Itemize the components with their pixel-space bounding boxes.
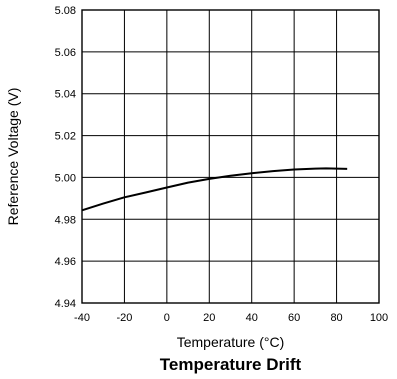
chart-title: Temperature Drift xyxy=(160,355,302,374)
y-tick-label-3: 5.00 xyxy=(55,172,76,184)
x-tick-label-5: 60 xyxy=(288,312,300,324)
x-tick-label-4: 40 xyxy=(246,312,258,324)
x-tick-label-6: 80 xyxy=(330,312,342,324)
y-tick-label-2: 4.98 xyxy=(55,214,76,226)
grid xyxy=(81,9,380,304)
plot-frame xyxy=(81,9,380,304)
x-tick-label-0: -40 xyxy=(74,312,90,324)
y-tick-label-0: 4.94 xyxy=(55,298,76,310)
x-tick-label-3: 20 xyxy=(203,312,215,324)
x-tick-label-7: 100 xyxy=(370,312,388,324)
x-axis-label: Temperature (°C) xyxy=(177,334,285,350)
y-tick-label-1: 4.96 xyxy=(55,256,76,268)
y-axis-label: Reference Voltage (V) xyxy=(5,88,21,226)
x-tick-label-2: 0 xyxy=(164,312,170,324)
x-tick-labels: -40 -20 0 20 40 60 80 100 xyxy=(74,312,388,324)
y-tick-label-7: 5.08 xyxy=(55,5,76,17)
y-tick-labels: 4.94 4.96 4.98 5.00 5.02 5.04 5.06 5.08 xyxy=(55,5,76,310)
y-tick-label-4: 5.02 xyxy=(55,131,76,143)
x-tick-label-1: -20 xyxy=(116,312,132,324)
series-line-0 xyxy=(81,167,348,212)
y-tick-label-5: 5.04 xyxy=(55,89,76,101)
series-layer xyxy=(81,167,348,212)
y-tick-label-6: 5.06 xyxy=(55,47,76,59)
